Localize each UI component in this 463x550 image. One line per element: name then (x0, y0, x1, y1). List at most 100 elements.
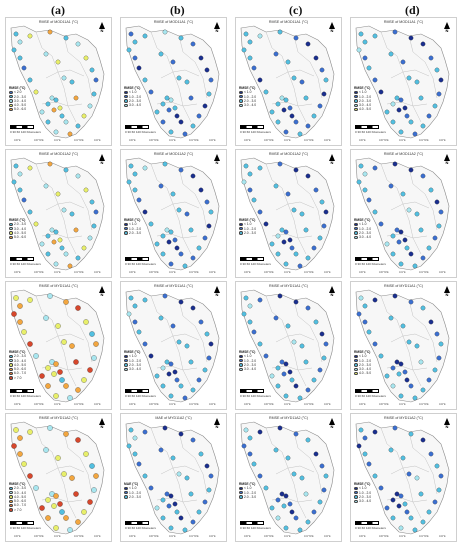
station-marker (160, 365, 166, 371)
station-marker (45, 365, 51, 371)
state-borders (380, 427, 438, 519)
station-marker (59, 245, 65, 251)
station-marker (142, 33, 148, 39)
station-marker (63, 299, 69, 305)
legend-item: 2.0 - 3.0 (124, 495, 141, 499)
longitude-tick-label: 102°E (209, 403, 216, 406)
station-marker (49, 227, 55, 233)
station-marker (251, 65, 257, 71)
legend-swatch (124, 99, 128, 103)
station-marker (166, 239, 172, 245)
station-marker (362, 55, 368, 61)
station-marker (275, 497, 281, 503)
station-marker (372, 77, 378, 83)
station-marker (317, 367, 323, 373)
station-marker (45, 119, 51, 125)
station-marker (281, 503, 287, 509)
map-panel: RMSE of MOD11A2 (°C) N RMSE (°C) 2.0 - 3.0 3… (5, 149, 112, 278)
map-legend: RMSE (°C) < 1.0 1.0 - 2.0 2.0 - 3.0 3.0 - 4.… (354, 218, 371, 239)
station-marker (162, 293, 168, 299)
station-marker (89, 463, 95, 469)
station-marker (396, 239, 402, 245)
panel-title: RMSE of MOD11A1 (°C) (153, 20, 194, 24)
longitude-tick-label: 102°E (439, 271, 446, 274)
legend-swatch (239, 103, 243, 108)
panel-title: RMSE of MYD11A1 (°C) (39, 284, 78, 288)
station-marker (263, 485, 269, 491)
legend-item: 5.0 - 6.0 (9, 367, 26, 371)
station-marker (51, 371, 57, 377)
station-marker (402, 501, 408, 507)
station-marker (204, 199, 210, 205)
station-marker (269, 109, 275, 115)
station-marker (356, 47, 362, 53)
station-marker (83, 451, 89, 457)
station-marker (243, 163, 249, 169)
map-panel: RMSE of MYD11A2 (°C) N RMSE (°C) 2.0 - 3.0 3… (5, 413, 112, 542)
station-marker (33, 353, 39, 359)
station-marker (390, 233, 396, 239)
longitude-tick-label: 100°E (129, 139, 136, 142)
longitude-tick-label: 101°E (284, 271, 291, 274)
station-marker (305, 305, 311, 311)
station-marker (402, 237, 408, 243)
station-marker (27, 33, 33, 39)
region-boundary (355, 25, 450, 139)
legend-swatch (124, 103, 128, 108)
station-marker (162, 425, 168, 431)
station-marker (51, 107, 57, 113)
station-marker (317, 235, 323, 241)
legend-swatch (9, 495, 13, 499)
station-marker (299, 211, 305, 217)
station-marker (160, 383, 166, 389)
station-marker (21, 65, 27, 71)
legend-item: 1.0 - 2.0 (354, 491, 371, 495)
station-marker (132, 435, 138, 441)
station-marker (303, 359, 309, 365)
station-marker (190, 255, 196, 261)
station-marker (398, 97, 404, 103)
legend-title: RMSE (°C) (124, 350, 141, 354)
legend-item: 3.0 - 4.0 (354, 499, 371, 503)
longitude-tick-label: 101°30'E (74, 403, 84, 406)
map-drawing (125, 25, 220, 139)
legend-item: > 7.0 (9, 508, 26, 512)
station-marker (392, 425, 398, 431)
station-marker (63, 35, 69, 41)
north-arrow-icon: N (98, 22, 106, 33)
station-marker (73, 491, 79, 497)
station-marker (412, 263, 418, 269)
longitude-tick-label: 100°E (14, 271, 21, 274)
map-legend: RMSE (°C) < 1.0 1.0 - 2.0 2.0 - 3.0 (124, 218, 141, 235)
map-panel: RMSE of MYD11A2 (°C) N RMSE (°C) < 1.0 1.0 -… (350, 413, 457, 542)
station-marker (289, 113, 295, 119)
station-marker (172, 501, 178, 507)
north-arrow-icon: N (443, 22, 451, 33)
legend-item: 2.0 - 3.0 (239, 99, 256, 103)
station-marker (59, 113, 65, 119)
legend-swatch (9, 371, 13, 376)
station-marker (313, 319, 319, 325)
station-marker (47, 425, 53, 431)
station-marker (366, 461, 372, 467)
station-marker (126, 47, 132, 53)
legend-swatch (239, 354, 243, 359)
longitude-tick-label: 100°30'E (149, 271, 159, 274)
legend-swatch (239, 99, 243, 103)
station-marker (166, 503, 172, 509)
station-marker (305, 387, 311, 393)
station-marker (160, 251, 166, 257)
station-marker (182, 527, 188, 533)
map-drawing (10, 157, 105, 271)
station-marker (305, 123, 311, 129)
station-marker (378, 353, 384, 359)
station-marker (196, 377, 202, 383)
station-marker (45, 251, 51, 257)
station-marker (57, 369, 63, 375)
station-marker (164, 95, 170, 101)
station-marker (188, 491, 194, 497)
station-marker (241, 443, 247, 449)
station-marker (293, 35, 299, 41)
station-marker (291, 75, 297, 81)
legend-swatch (354, 363, 358, 367)
